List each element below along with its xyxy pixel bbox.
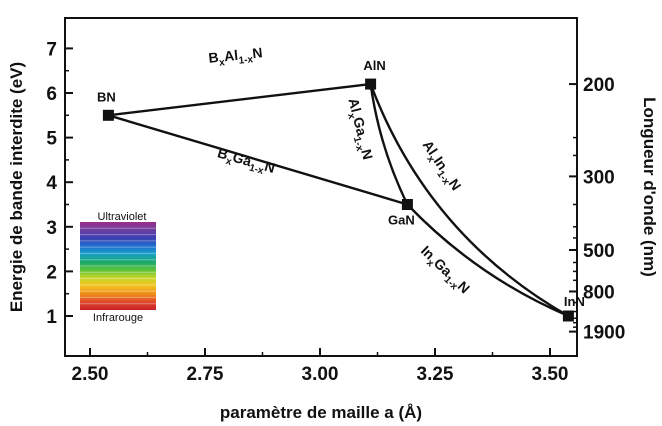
x-tick-label-2: 3.00 xyxy=(302,364,339,385)
curve-label-part-2: Al xyxy=(223,47,239,64)
y-tick-label-1: 2 xyxy=(46,262,57,283)
point-AlN xyxy=(365,78,377,90)
y-tick-label-6: 7 xyxy=(46,39,57,60)
y-tick-label-5: 6 xyxy=(46,84,57,105)
legend-spectrum-bar xyxy=(80,222,156,310)
curve-BxGa1-xN xyxy=(108,114,408,206)
y2-tick-label-1: 300 xyxy=(583,167,615,188)
y2-axis-title: Longueur d'onde (nm) xyxy=(640,97,659,277)
spectrum-legend: Ultraviolet Infrarouge xyxy=(80,211,156,324)
curve-label-AlxGa1-xN: AlxGa1-xN xyxy=(342,96,377,162)
y2-tick-label-3: 800 xyxy=(583,282,615,303)
curve-label-part-1: x xyxy=(424,154,436,165)
curve-label-part-3: 1-x xyxy=(238,54,254,66)
curve-AlxGa1-xN xyxy=(369,83,409,206)
curve-label-part-0: B xyxy=(216,144,230,162)
curve-label-part-2: Ga xyxy=(350,115,370,137)
point-label-InN: InN xyxy=(564,294,585,309)
point-GaN xyxy=(401,199,413,210)
y-tick-label-3: 4 xyxy=(46,173,57,194)
curve-label-InxGa1-xN: InxGa1-xN xyxy=(415,242,473,299)
curve-label-part-4: N xyxy=(252,44,264,61)
point-label-GaN: GaN xyxy=(388,213,415,228)
y2-axis-ticks: 200 300 500 800 1900 xyxy=(569,75,625,344)
curve-label-part-2: Ga xyxy=(231,149,254,170)
x-tick-label-3: 3.25 xyxy=(417,364,454,385)
curve-label-part-1: x xyxy=(345,112,357,120)
curve-label-part-1: x xyxy=(219,57,226,69)
x-tick-label-4: 3.50 xyxy=(532,364,569,385)
curve-label-BxAl1-xN: BxAl1-xN xyxy=(208,44,264,70)
curve-label-part-1: x xyxy=(424,257,436,269)
x-tick-label-1: 2.75 xyxy=(187,364,224,385)
legend-top-label: Ultraviolet xyxy=(98,211,147,223)
curve-label-part-3: 1-x xyxy=(351,136,365,153)
curve-label-part-4: N xyxy=(455,278,473,297)
y2-tick-label-4: 1900 xyxy=(583,323,625,344)
point-InN xyxy=(562,310,574,322)
point-label-BN: BN xyxy=(97,89,116,104)
y-tick-label-0: 1 xyxy=(46,307,57,328)
curve-label-BxGa1-xN: BxGa1-xN xyxy=(215,144,277,179)
curve-label-part-3: 1-x xyxy=(248,163,265,178)
y-tick-label-2: 3 xyxy=(46,218,57,239)
point-BN xyxy=(102,109,114,121)
curve-label-part-0: B xyxy=(208,49,220,66)
alloy-curves xyxy=(108,82,569,318)
point-label-AlN: AlN xyxy=(363,58,385,73)
y-axis-ticks: 1 2 3 4 5 6 7 xyxy=(46,39,73,328)
curve-label-part-0: Al xyxy=(420,137,441,158)
y2-tick-label-0: 200 xyxy=(583,75,615,96)
legend-bottom-label: Infrarouge xyxy=(93,312,143,324)
curve-label-part-4: N xyxy=(263,158,277,176)
y2-tick-label-2: 500 xyxy=(583,241,615,262)
x-tick-label-0: 2.50 xyxy=(72,364,109,385)
curve-AlxIn1-xN xyxy=(369,83,569,318)
y-tick-label-4: 5 xyxy=(46,129,57,150)
x-axis-title: paramètre de maille a (Å) xyxy=(220,403,422,422)
curve-label-part-0: Al xyxy=(345,96,364,113)
curve-BxAl1-xN xyxy=(108,82,371,117)
x-axis-ticks: 2.50 2.75 3.00 3.25 3.50 xyxy=(72,348,569,385)
curve-InxGa1-xN xyxy=(406,203,569,318)
y-axis-title: Energie de bande interdite (eV) xyxy=(7,62,26,312)
curve-label-part-1: x xyxy=(224,156,233,168)
curve-label-part-4: N xyxy=(358,148,376,162)
